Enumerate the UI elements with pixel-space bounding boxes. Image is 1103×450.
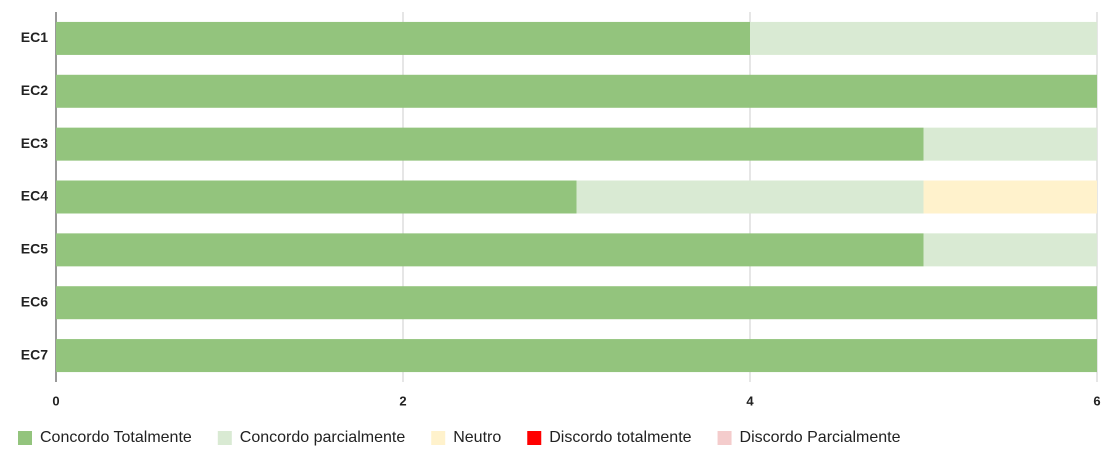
y-tick-label: EC7 — [21, 346, 48, 362]
legend-swatch — [217, 431, 232, 445]
bar-segment — [56, 21, 750, 55]
legend-swatch — [18, 431, 32, 445]
x-tick-label: 4 — [746, 393, 754, 408]
legend-swatch — [527, 431, 542, 445]
bar-segment — [576, 180, 924, 214]
y-tick-label: EC1 — [21, 29, 48, 45]
bar-segment — [923, 127, 1097, 161]
legend-label: Neutro — [453, 429, 501, 446]
legend-swatch — [717, 431, 732, 445]
bar-segment — [750, 21, 1097, 55]
y-tick-label: EC6 — [21, 293, 48, 309]
x-tick-label: 0 — [52, 393, 59, 408]
legend-label: Concordo Totalmente — [40, 429, 192, 446]
y-tick-label: EC3 — [21, 135, 48, 151]
bar-segment — [56, 127, 924, 161]
bar-segment — [923, 180, 1097, 214]
x-tick-label: 2 — [399, 393, 406, 408]
y-tick-label: EC2 — [21, 82, 48, 98]
bar-segment — [56, 180, 577, 214]
bar-segment — [923, 233, 1097, 267]
bar-segment — [56, 286, 1097, 320]
bar-segment — [56, 339, 1097, 373]
bar-segment — [56, 74, 1097, 108]
x-tick-label: 6 — [1093, 393, 1100, 408]
y-tick-label: EC4 — [21, 188, 48, 204]
bar-segment — [56, 233, 924, 267]
legend-label: Discordo Parcialmente — [740, 429, 901, 446]
legend-label: Discordo totalmente — [549, 429, 691, 446]
legend-label: Concordo parcialmente — [240, 429, 406, 446]
legend-swatch — [431, 431, 446, 445]
y-tick-label: EC5 — [21, 241, 48, 257]
